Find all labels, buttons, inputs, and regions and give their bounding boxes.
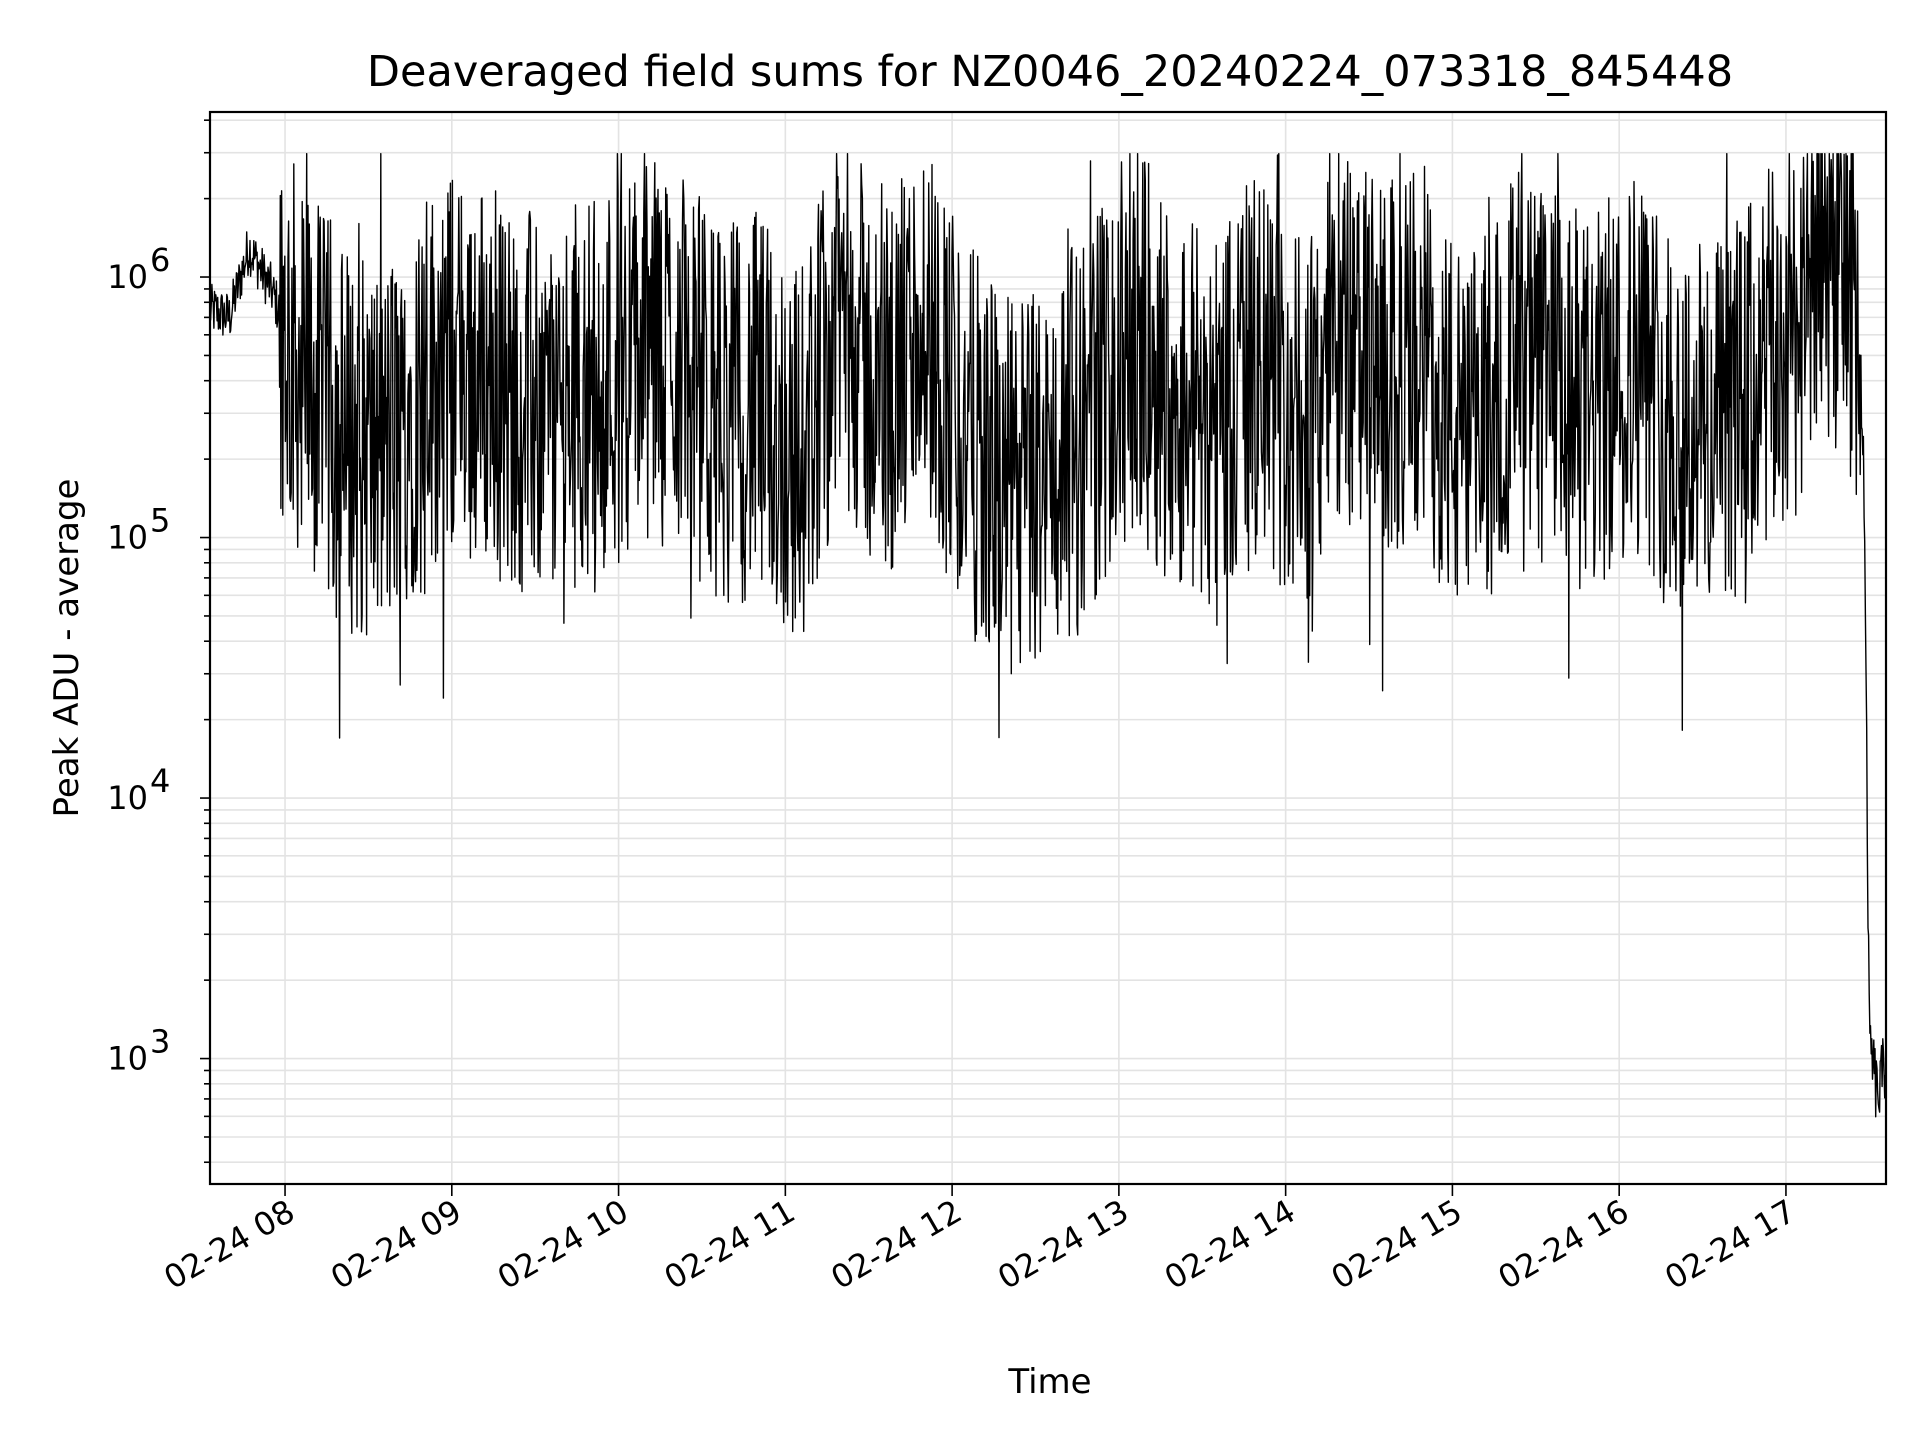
y-tick-label: 10 — [107, 1040, 148, 1078]
y-tick-label: 10 — [107, 258, 148, 296]
y-tick-exponent: 5 — [150, 502, 170, 540]
plot-frame — [208, 110, 1888, 1186]
chart-title: Deaveraged field sums for NZ0046_2024022… — [367, 47, 1733, 97]
x-axis-label: Time — [1007, 1362, 1091, 1402]
y-tick-exponent: 4 — [150, 762, 170, 800]
series-line — [209, 153, 1887, 1118]
grid — [210, 112, 1886, 1184]
y-tick-exponent: 3 — [150, 1023, 170, 1061]
y-tick-label: 10 — [107, 519, 148, 557]
y-tick-exponent: 6 — [150, 241, 170, 279]
y-tick-label: 10 — [107, 779, 148, 817]
y-axis-label: Peak ADU - average — [47, 479, 87, 818]
